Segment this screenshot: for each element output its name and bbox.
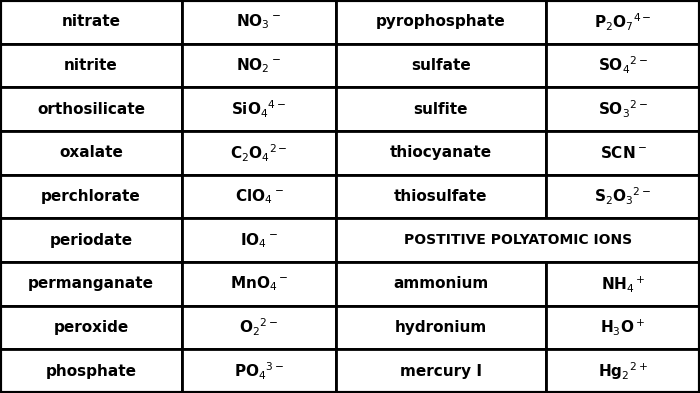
Bar	[336, 306, 546, 349]
Bar	[182, 174, 336, 219]
Text: SiO$_4$$^{4-}$: SiO$_4$$^{4-}$	[231, 99, 287, 120]
Bar	[336, 262, 546, 306]
Bar	[0, 306, 182, 349]
Text: NO$_3$$^-$: NO$_3$$^-$	[237, 13, 281, 31]
Text: IO$_4$$^-$: IO$_4$$^-$	[240, 231, 278, 250]
Text: PO$_4$$^{3-}$: PO$_4$$^{3-}$	[234, 360, 284, 382]
Text: pyrophosphate: pyrophosphate	[376, 14, 506, 29]
Text: NH$_4$$^+$: NH$_4$$^+$	[601, 274, 645, 294]
Bar	[182, 306, 336, 349]
Text: hydronium: hydronium	[395, 320, 487, 335]
Bar	[336, 87, 546, 131]
Bar	[182, 219, 336, 262]
Text: NO$_2$$^-$: NO$_2$$^-$	[237, 56, 281, 75]
Bar	[546, 0, 700, 44]
Bar	[182, 349, 336, 393]
Bar	[336, 349, 546, 393]
Text: oxalate: oxalate	[59, 145, 123, 160]
Text: orthosilicate: orthosilicate	[37, 102, 145, 117]
Text: SO$_3$$^{2-}$: SO$_3$$^{2-}$	[598, 99, 648, 120]
Text: permanganate: permanganate	[28, 276, 154, 291]
Text: POSTITIVE POLYATOMIC IONS: POSTITIVE POLYATOMIC IONS	[404, 233, 632, 247]
Text: nitrite: nitrite	[64, 58, 118, 73]
Bar	[182, 131, 336, 174]
Bar	[0, 349, 182, 393]
Text: phosphate: phosphate	[46, 364, 136, 379]
Bar	[546, 131, 700, 174]
Bar	[0, 219, 182, 262]
Bar	[182, 44, 336, 87]
Text: peroxide: peroxide	[53, 320, 129, 335]
Text: thiosulfate: thiosulfate	[394, 189, 488, 204]
Bar	[0, 0, 182, 44]
Text: Hg$_2$$^{2+}$: Hg$_2$$^{2+}$	[598, 360, 648, 382]
Text: perchlorate: perchlorate	[41, 189, 141, 204]
Bar	[546, 306, 700, 349]
Text: mercury I: mercury I	[400, 364, 482, 379]
Text: sulfite: sulfite	[414, 102, 468, 117]
Text: nitrate: nitrate	[62, 14, 120, 29]
Text: H$_3$O$^+$: H$_3$O$^+$	[601, 318, 645, 338]
Bar	[0, 44, 182, 87]
Bar	[0, 262, 182, 306]
Text: O$_2$$^{2-}$: O$_2$$^{2-}$	[239, 317, 279, 338]
Bar	[336, 131, 546, 174]
Text: P$_2$O$_7$$^{4-}$: P$_2$O$_7$$^{4-}$	[594, 11, 652, 33]
Bar	[546, 44, 700, 87]
Text: sulfate: sulfate	[411, 58, 471, 73]
Bar	[0, 131, 182, 174]
Text: periodate: periodate	[50, 233, 132, 248]
Text: MnO$_4$$^-$: MnO$_4$$^-$	[230, 274, 288, 293]
Text: ammonium: ammonium	[393, 276, 489, 291]
Bar	[336, 219, 700, 262]
Bar	[0, 174, 182, 219]
Bar	[546, 87, 700, 131]
Bar	[182, 87, 336, 131]
Text: SCN$^-$: SCN$^-$	[599, 145, 647, 161]
Bar	[336, 0, 546, 44]
Bar	[0, 87, 182, 131]
Bar	[546, 174, 700, 219]
Text: C$_2$O$_4$$^{2-}$: C$_2$O$_4$$^{2-}$	[230, 142, 288, 163]
Bar	[182, 0, 336, 44]
Bar	[336, 174, 546, 219]
Text: S$_2$O$_3$$^{2-}$: S$_2$O$_3$$^{2-}$	[594, 186, 652, 207]
Text: thiocyanate: thiocyanate	[390, 145, 492, 160]
Text: ClO$_4$$^-$: ClO$_4$$^-$	[234, 187, 284, 206]
Bar	[546, 349, 700, 393]
Bar	[182, 262, 336, 306]
Bar	[546, 262, 700, 306]
Bar	[336, 44, 546, 87]
Text: SO$_4$$^{2-}$: SO$_4$$^{2-}$	[598, 55, 648, 76]
